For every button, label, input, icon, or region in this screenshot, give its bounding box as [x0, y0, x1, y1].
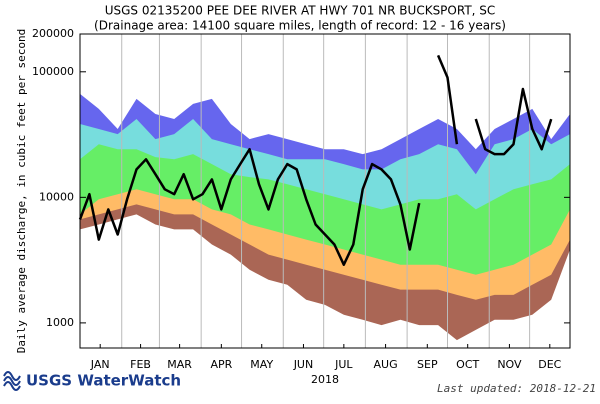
x-tick-label: NOV — [497, 358, 522, 371]
x-tick-label: MAR — [167, 358, 192, 371]
last-updated: Last updated: 2018-12-21 — [437, 382, 596, 395]
y-tick-label: 1000 — [46, 316, 74, 329]
x-tick-label: FEB — [130, 358, 151, 371]
chart-subtitle: (Drainage area: 14100 square miles, leng… — [94, 19, 506, 33]
percentile-band — [80, 214, 570, 348]
y-tick-label: 200000 — [32, 27, 74, 40]
y-tick-label: 10000 — [39, 190, 74, 203]
x-tick-label: DEC — [538, 358, 561, 371]
x-tick-label: SEP — [417, 358, 438, 371]
x-axis-label: 2018 — [311, 373, 339, 386]
discharge-line — [78, 54, 553, 266]
x-tick-label: AUG — [374, 358, 398, 371]
plot-area — [78, 34, 570, 349]
x-tick-label: OCT — [456, 358, 479, 371]
x-tick-label: JAN — [90, 358, 110, 371]
x-tick-label: MAY — [250, 358, 273, 371]
logo-text: USGS WaterWatch — [26, 372, 181, 390]
x-tick-label: JUN — [293, 358, 314, 371]
logo: USGS WaterWatch — [3, 371, 181, 391]
y-tick-label: 100000 — [32, 65, 74, 78]
y-axis-label: Daily average discharge, in cubic feet p… — [15, 29, 28, 354]
chart-title: USGS 02135200 PEE DEE RIVER AT HWY 701 N… — [105, 4, 496, 18]
plot-frame — [79, 33, 571, 349]
x-tick-label: APR — [210, 358, 232, 371]
x-tick-label: JUL — [334, 358, 353, 371]
logo-waves — [3, 371, 21, 391]
